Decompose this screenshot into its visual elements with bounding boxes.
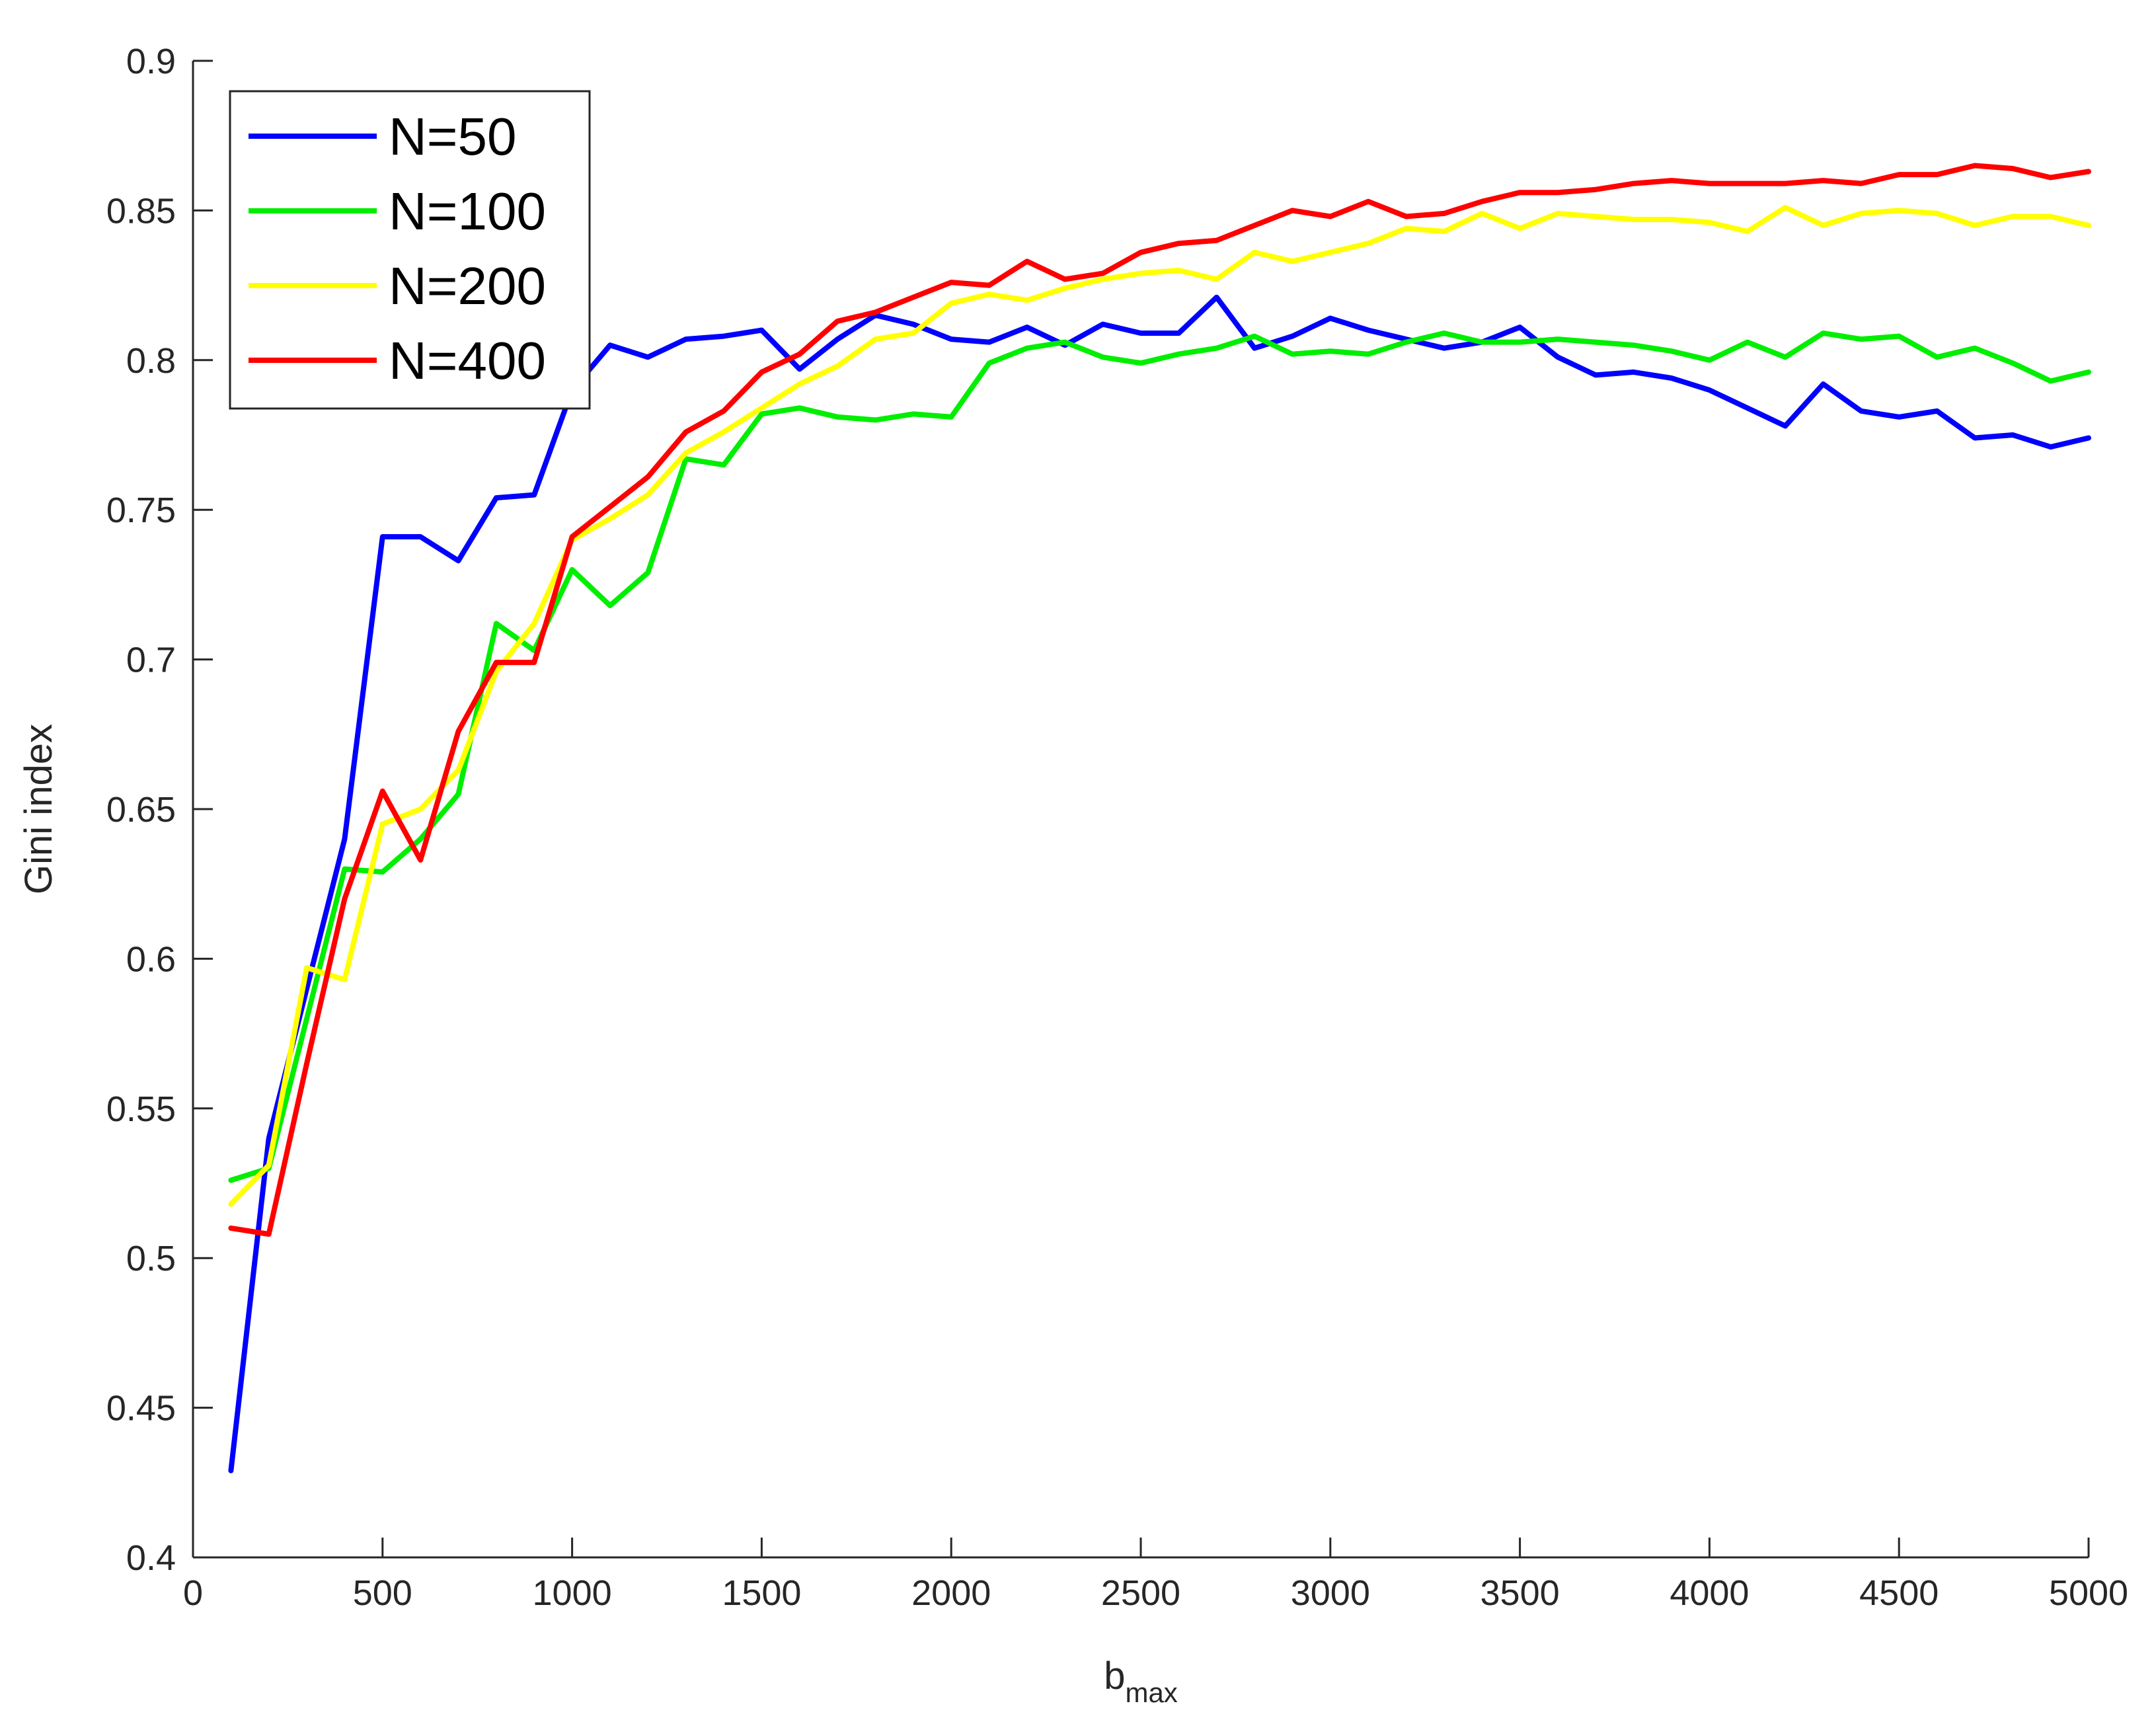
legend-label: N=50 bbox=[389, 107, 516, 166]
y-tick-label: 0.9 bbox=[126, 42, 176, 81]
y-tick-label: 0.6 bbox=[126, 939, 176, 979]
series-line-n-400 bbox=[228, 163, 2091, 1237]
legend: N=50 N=100 N=200 N=400 bbox=[229, 90, 591, 410]
x-axis-label: bmax bbox=[1104, 1655, 1178, 1708]
legend-label: N=100 bbox=[389, 182, 546, 241]
series-line-n-50 bbox=[228, 294, 2091, 1473]
legend-label: N=200 bbox=[389, 256, 546, 315]
y-tick-label: 0.85 bbox=[106, 191, 176, 231]
x-tick-label: 1000 bbox=[533, 1573, 612, 1613]
ticks-layer: 0 500 1000 1500 2000 2500 3000 3500 4000 4500 5000… bbox=[106, 42, 2128, 1613]
y-tick-label: 0.5 bbox=[126, 1239, 176, 1278]
y-tick-label: 0.4 bbox=[126, 1538, 176, 1578]
x-axis-label-main: b bbox=[1104, 1655, 1125, 1698]
x-tick-label: 2000 bbox=[911, 1573, 991, 1613]
x-tick-label: 0 bbox=[183, 1573, 203, 1613]
legend-box bbox=[229, 90, 591, 410]
x-tick-label: 4500 bbox=[1859, 1573, 1939, 1613]
y-tick-label: 0.45 bbox=[106, 1389, 176, 1428]
x-tick-label: 5000 bbox=[2049, 1573, 2128, 1613]
y-axis-label: Gini index bbox=[17, 724, 60, 894]
y-tick-label: 0.55 bbox=[106, 1089, 176, 1129]
x-tick-label: 2500 bbox=[1101, 1573, 1180, 1613]
y-tick-label: 0.7 bbox=[126, 641, 176, 680]
x-tick-label: 3000 bbox=[1291, 1573, 1370, 1613]
x-tick-label: 4000 bbox=[1670, 1573, 1749, 1613]
series-layer bbox=[228, 163, 2091, 1473]
y-tick-label: 0.75 bbox=[106, 490, 176, 530]
x-tick-label: 500 bbox=[353, 1573, 412, 1613]
x-tick-label: 3500 bbox=[1481, 1573, 1560, 1613]
legend-label: N=400 bbox=[389, 331, 546, 390]
x-tick-label: 1500 bbox=[722, 1573, 801, 1613]
y-tick-label: 0.8 bbox=[126, 341, 176, 381]
series-line-n-200 bbox=[228, 204, 2091, 1207]
x-axis-label-subscript: max bbox=[1125, 1677, 1177, 1708]
y-tick-label: 0.65 bbox=[106, 790, 176, 830]
